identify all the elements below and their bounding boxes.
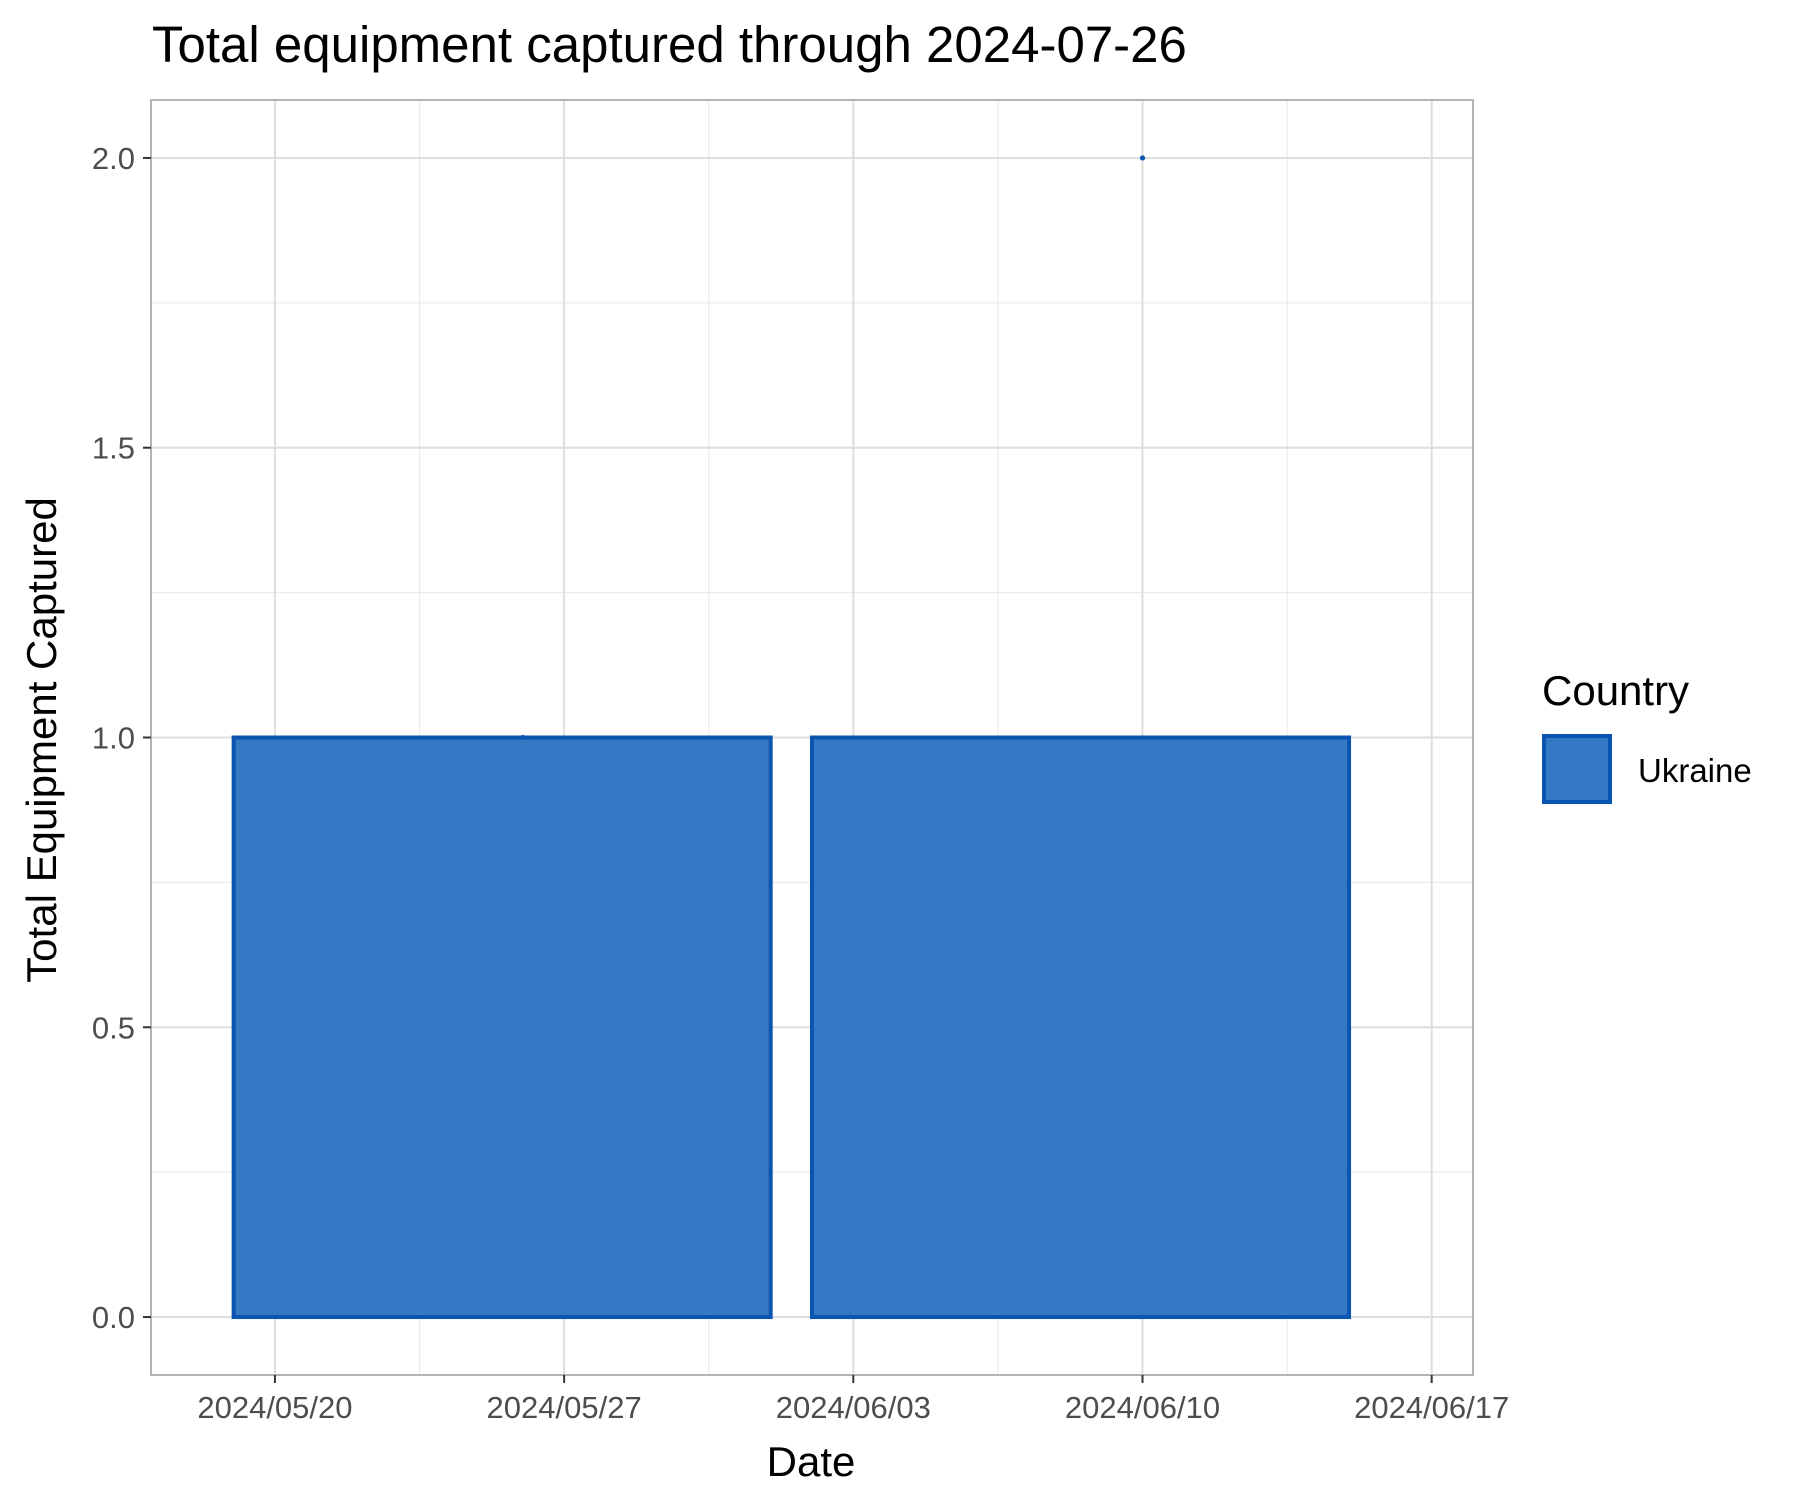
y-axis-title: Total Equipment Captured [18, 497, 65, 983]
x-axis-title: Date [767, 1438, 856, 1485]
y-tick-label: 0.0 [92, 1300, 135, 1335]
x-tick-label: 2024/06/10 [1065, 1390, 1220, 1425]
data-point [1139, 155, 1146, 161]
y-tick-label: 1.5 [92, 431, 135, 466]
plot-area: 0.0 0.5 1.0 1.5 2.0 2024/05/20 2024/05/27 2024/… [92, 99, 1509, 1425]
data-point [520, 734, 526, 741]
x-tick-label: 2024/06/17 [1354, 1390, 1509, 1425]
y-tick-label: 2.0 [92, 141, 135, 176]
chart-title: Total equipment captured through 2024-07… [152, 16, 1187, 73]
x-tick-label: 2024/06/03 [776, 1390, 931, 1425]
x-tick-label: 2024/05/20 [197, 1390, 352, 1425]
bar [231, 735, 773, 1320]
y-tick-label: 0.5 [92, 1010, 135, 1045]
bar [810, 735, 1352, 1320]
legend-title: Country [1542, 667, 1689, 714]
legend-key [1542, 734, 1612, 804]
legend: Country Ukraine [1542, 667, 1752, 804]
y-tick-label: 1.0 [92, 721, 135, 756]
legend-label: Ukraine [1638, 752, 1752, 789]
x-tick-label: 2024/05/27 [487, 1390, 642, 1425]
